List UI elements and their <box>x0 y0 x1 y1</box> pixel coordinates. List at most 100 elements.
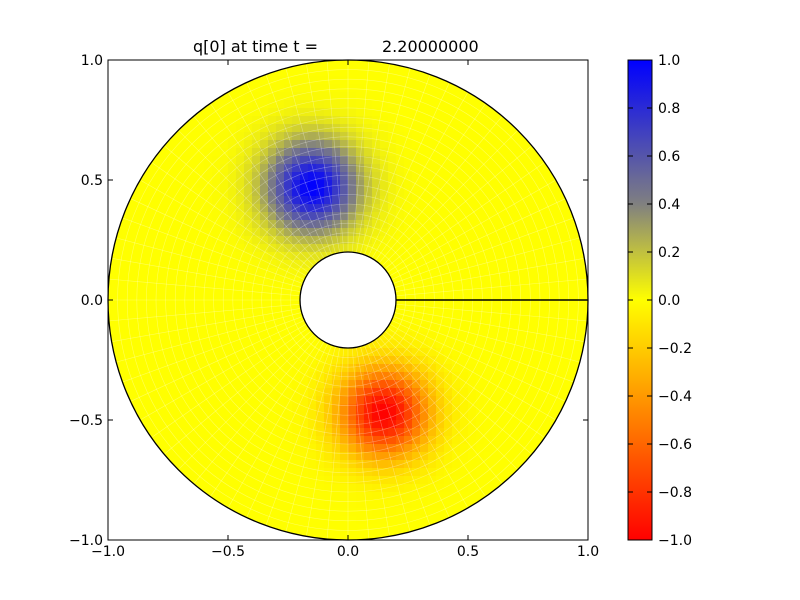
heatmap-cell <box>444 140 453 149</box>
heatmap-cell <box>396 420 405 429</box>
heatmap-cell <box>308 180 317 189</box>
heatmap-cell <box>164 428 173 437</box>
heatmap-cell <box>540 388 549 397</box>
heatmap-cell <box>228 372 237 381</box>
heatmap-cell <box>164 404 173 413</box>
heatmap-cell <box>180 148 189 157</box>
heatmap-cell <box>300 460 309 469</box>
heatmap-cell <box>212 420 221 429</box>
heatmap-cell <box>236 452 245 461</box>
heatmap-cell <box>252 436 261 445</box>
heatmap-cell <box>252 324 261 333</box>
heatmap-cell <box>212 236 221 245</box>
heatmap-cell <box>548 204 557 213</box>
heatmap-cell <box>292 356 301 365</box>
heatmap-cell <box>404 500 413 509</box>
heatmap-cell <box>148 204 157 213</box>
heatmap-cell <box>324 428 333 437</box>
heatmap-cell <box>212 260 221 269</box>
heatmap-cell <box>380 436 389 445</box>
heatmap-cell <box>236 204 245 213</box>
heatmap-cell <box>260 492 269 501</box>
heatmap-cell <box>476 380 485 389</box>
heatmap-cell <box>460 124 469 133</box>
heatmap-cell <box>556 316 565 325</box>
heatmap-cell <box>500 476 509 485</box>
heatmap-cell <box>324 156 333 165</box>
heatmap-cell <box>460 436 469 445</box>
heatmap-cell <box>268 500 277 509</box>
heatmap-cell <box>468 476 477 485</box>
heatmap-cell <box>348 468 357 477</box>
heatmap-cell <box>196 332 205 341</box>
heatmap-cell <box>484 252 493 261</box>
heatmap-cell <box>364 68 373 77</box>
heatmap-cell <box>212 316 221 325</box>
heatmap-cell <box>468 292 477 301</box>
heatmap-cell <box>180 140 189 149</box>
heatmap-cell <box>388 484 397 493</box>
heatmap-cell <box>220 308 229 317</box>
heatmap-cell <box>196 396 205 405</box>
heatmap-cell <box>372 92 381 101</box>
heatmap-cell <box>156 284 165 293</box>
heatmap-cell <box>124 292 133 301</box>
heatmap-cell <box>444 244 453 253</box>
heatmap-cell <box>412 492 421 501</box>
heatmap-cell <box>460 116 469 125</box>
heatmap-cell <box>236 220 245 229</box>
heatmap-cell <box>516 172 525 181</box>
heatmap-cell <box>316 108 325 117</box>
heatmap-cell <box>164 308 173 317</box>
heatmap-cell <box>348 100 357 109</box>
heatmap-cell <box>372 164 381 173</box>
heatmap-cell <box>516 292 525 301</box>
heatmap-cell <box>276 396 285 405</box>
heatmap-cell <box>428 260 437 269</box>
heatmap-cell <box>340 84 349 93</box>
heatmap-cell <box>140 412 149 421</box>
heatmap-cell <box>260 236 269 245</box>
heatmap-cell <box>404 364 413 373</box>
heatmap-cell <box>428 500 437 509</box>
heatmap-cell <box>540 372 549 381</box>
heatmap-cell <box>244 452 253 461</box>
heatmap-cell <box>252 116 261 125</box>
heatmap-cell <box>308 204 317 213</box>
mesh-radial-line <box>178 130 315 267</box>
heatmap-cell <box>316 172 325 181</box>
heatmap-cell <box>180 116 189 125</box>
heatmap-cell <box>260 164 269 173</box>
heatmap-cell <box>172 236 181 245</box>
heatmap-cell <box>316 516 325 525</box>
heatmap-cell <box>164 364 173 373</box>
heatmap-cell <box>340 428 349 437</box>
heatmap-cell <box>124 356 133 365</box>
heatmap-cell <box>484 348 493 357</box>
heatmap-cell <box>228 236 237 245</box>
heatmap-cell <box>396 236 405 245</box>
heatmap-cell <box>252 172 261 181</box>
heatmap-cell <box>180 244 189 253</box>
heatmap-cell <box>492 356 501 365</box>
heatmap-cell <box>516 124 525 133</box>
heatmap-cell <box>228 132 237 141</box>
heatmap-cell <box>268 124 277 133</box>
heatmap-cell <box>388 404 397 413</box>
heatmap-cell <box>332 156 341 165</box>
heatmap-cell <box>372 76 381 85</box>
heatmap-cell <box>196 140 205 149</box>
heatmap-cell <box>332 524 341 533</box>
heatmap-cell <box>452 476 461 485</box>
heatmap-cell <box>172 276 181 285</box>
heatmap-cell <box>500 388 509 397</box>
heatmap-cell <box>364 196 373 205</box>
heatmap-cell <box>508 252 517 261</box>
heatmap-cell <box>476 140 485 149</box>
heatmap-cell <box>148 396 157 405</box>
heatmap-cell <box>140 220 149 229</box>
heatmap-cell <box>252 156 261 165</box>
heatmap-cell <box>420 476 429 485</box>
heatmap-cell <box>276 356 285 365</box>
heatmap-cell <box>196 468 205 477</box>
